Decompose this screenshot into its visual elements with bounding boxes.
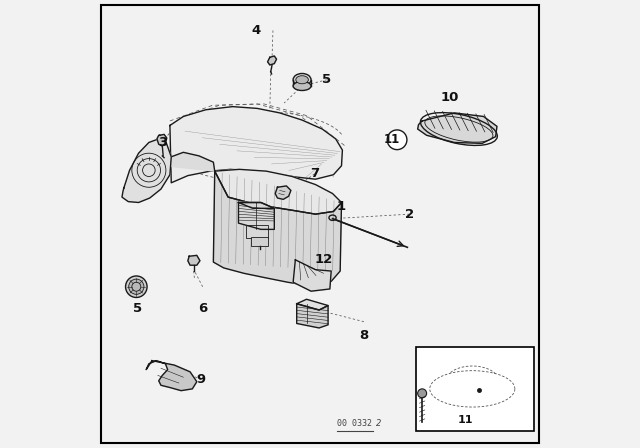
Polygon shape — [239, 202, 275, 208]
Ellipse shape — [293, 73, 311, 86]
Polygon shape — [297, 304, 328, 328]
Ellipse shape — [296, 76, 308, 84]
Text: 9: 9 — [196, 373, 206, 387]
Polygon shape — [170, 107, 342, 183]
Ellipse shape — [129, 279, 144, 294]
Polygon shape — [146, 361, 197, 391]
Text: 11: 11 — [383, 133, 400, 146]
Polygon shape — [239, 202, 275, 229]
Text: 11: 11 — [458, 415, 474, 425]
Polygon shape — [213, 171, 342, 286]
Text: 4: 4 — [252, 24, 261, 37]
Text: 5: 5 — [132, 302, 142, 315]
Polygon shape — [293, 260, 332, 291]
Polygon shape — [165, 152, 215, 171]
Text: 2: 2 — [405, 207, 414, 221]
Ellipse shape — [293, 82, 311, 90]
Text: 2: 2 — [376, 419, 382, 428]
Text: 6: 6 — [198, 302, 207, 315]
Circle shape — [387, 130, 407, 150]
Text: 8: 8 — [359, 328, 369, 342]
Bar — [246, 225, 268, 238]
Circle shape — [418, 389, 427, 398]
Text: 7: 7 — [310, 167, 319, 181]
Ellipse shape — [125, 276, 147, 297]
Text: 5: 5 — [322, 73, 332, 86]
Text: 00 0332: 00 0332 — [337, 419, 372, 428]
Text: 12: 12 — [314, 253, 333, 267]
Text: 1: 1 — [337, 200, 346, 214]
Polygon shape — [418, 113, 497, 143]
Bar — [251, 237, 269, 246]
Polygon shape — [188, 255, 200, 265]
Polygon shape — [297, 299, 328, 310]
Polygon shape — [215, 169, 342, 214]
Text: 10: 10 — [441, 91, 459, 104]
Polygon shape — [275, 186, 291, 199]
Polygon shape — [122, 139, 172, 202]
Polygon shape — [157, 134, 167, 146]
Bar — [417, 347, 534, 431]
Polygon shape — [268, 56, 276, 65]
Text: 3: 3 — [157, 136, 167, 149]
